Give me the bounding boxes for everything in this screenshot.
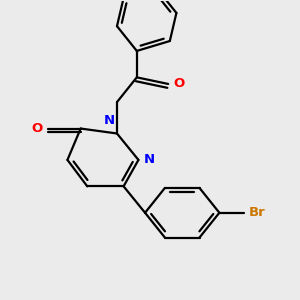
Text: N: N [143, 153, 155, 167]
Text: O: O [32, 122, 43, 135]
Text: O: O [173, 77, 184, 91]
Text: N: N [104, 114, 115, 127]
Text: Br: Br [249, 206, 266, 219]
